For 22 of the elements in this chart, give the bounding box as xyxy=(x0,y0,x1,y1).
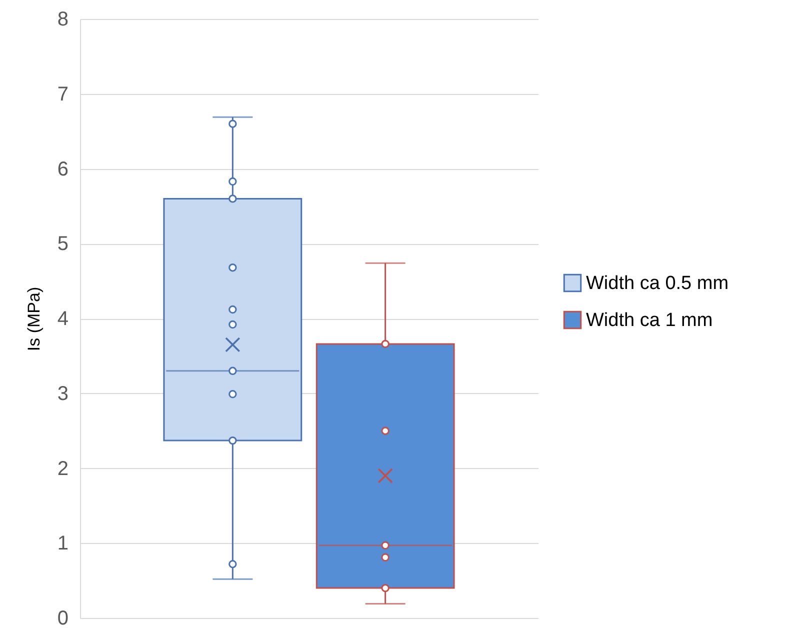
y-tick-label: 8 xyxy=(57,8,68,30)
legend-label: Width ca 1 mm xyxy=(586,310,713,331)
point xyxy=(228,263,237,272)
y-axis-title: Is (MPa) xyxy=(24,286,44,352)
point xyxy=(228,390,237,398)
y-tick-label: 1 xyxy=(57,532,68,555)
y-tick-label: 6 xyxy=(57,158,68,180)
y-tick-label: 7 xyxy=(57,83,68,106)
point xyxy=(228,120,237,128)
y-tick-label: 0 xyxy=(57,608,68,628)
y-tick-label: 4 xyxy=(57,308,68,330)
legend-label: Width ca 0.5 mm xyxy=(586,273,729,294)
point xyxy=(228,194,237,203)
point xyxy=(228,177,237,186)
point xyxy=(228,366,237,376)
y-tick-label: 2 xyxy=(57,458,68,480)
point xyxy=(228,436,237,445)
y-tick-label: 5 xyxy=(57,233,68,256)
point xyxy=(228,305,237,314)
y-tick-label: 3 xyxy=(57,382,68,405)
point xyxy=(228,560,237,568)
point xyxy=(228,320,237,329)
